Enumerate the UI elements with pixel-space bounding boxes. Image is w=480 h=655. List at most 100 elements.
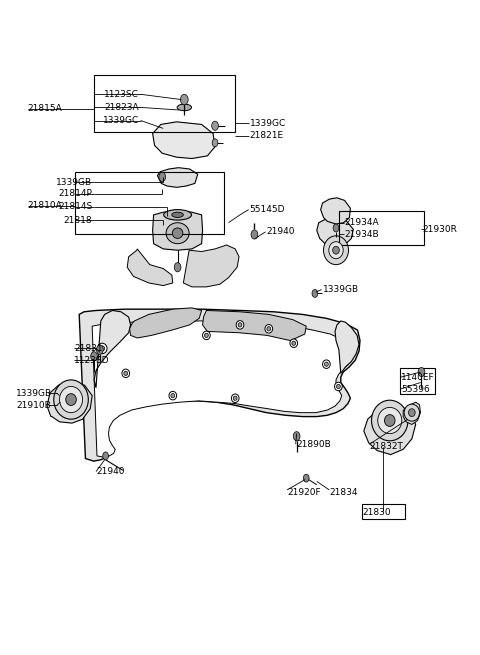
Circle shape [333, 224, 339, 232]
Ellipse shape [172, 228, 183, 238]
Ellipse shape [265, 325, 273, 333]
Ellipse shape [292, 341, 296, 345]
Text: 55145D: 55145D [250, 205, 285, 214]
Ellipse shape [336, 384, 340, 388]
Text: 1123SD: 1123SD [74, 356, 110, 365]
Ellipse shape [54, 380, 88, 419]
Polygon shape [79, 309, 360, 461]
Text: 21814P: 21814P [58, 189, 92, 198]
Ellipse shape [372, 400, 408, 441]
Circle shape [212, 139, 218, 147]
Ellipse shape [231, 394, 239, 402]
Ellipse shape [324, 236, 348, 265]
Text: 21934B: 21934B [345, 230, 379, 239]
Bar [400, 368, 435, 394]
Ellipse shape [329, 242, 343, 259]
Text: 1339GB: 1339GB [323, 285, 359, 294]
Text: 1339GC: 1339GC [250, 119, 286, 128]
Ellipse shape [203, 331, 210, 339]
Text: 21818: 21818 [63, 215, 92, 225]
Text: 1339GB: 1339GB [16, 388, 52, 398]
Text: 21832T: 21832T [370, 442, 404, 451]
Polygon shape [157, 168, 198, 187]
Polygon shape [321, 198, 350, 224]
Circle shape [180, 94, 188, 105]
Circle shape [312, 290, 318, 297]
Circle shape [293, 432, 300, 441]
Polygon shape [94, 310, 131, 388]
Ellipse shape [166, 223, 189, 244]
Text: 21940: 21940 [96, 467, 124, 476]
Text: 1339GB: 1339GB [56, 178, 92, 187]
Text: 21930R: 21930R [422, 225, 457, 234]
Ellipse shape [204, 333, 208, 337]
Text: 21934A: 21934A [345, 218, 379, 227]
Polygon shape [203, 310, 306, 341]
Ellipse shape [290, 339, 298, 347]
Circle shape [251, 230, 258, 239]
Text: 1123SC: 1123SC [104, 90, 139, 99]
Polygon shape [183, 245, 239, 287]
Circle shape [418, 367, 425, 377]
Polygon shape [364, 405, 416, 455]
Bar [75, 172, 224, 234]
Polygon shape [127, 249, 173, 286]
Circle shape [103, 452, 108, 460]
Ellipse shape [333, 246, 339, 254]
Ellipse shape [236, 320, 244, 329]
Polygon shape [317, 217, 353, 248]
Text: 55396: 55396 [401, 384, 430, 394]
Ellipse shape [171, 394, 175, 398]
Polygon shape [403, 402, 420, 424]
Ellipse shape [172, 212, 183, 217]
Text: 21920F: 21920F [287, 488, 321, 497]
Ellipse shape [233, 396, 237, 400]
Ellipse shape [66, 394, 76, 405]
Text: 1140EF: 1140EF [401, 373, 435, 382]
Ellipse shape [97, 343, 107, 354]
Text: 21831: 21831 [74, 344, 103, 353]
Text: 21823A: 21823A [105, 103, 139, 112]
Text: 21821E: 21821E [250, 131, 284, 140]
Ellipse shape [408, 409, 415, 417]
Polygon shape [153, 122, 215, 159]
Polygon shape [130, 308, 202, 338]
Ellipse shape [164, 210, 192, 220]
Polygon shape [153, 211, 203, 250]
Ellipse shape [384, 415, 395, 426]
Text: 1339GC: 1339GC [103, 116, 139, 125]
Ellipse shape [177, 104, 192, 111]
Ellipse shape [60, 386, 83, 413]
Ellipse shape [335, 383, 342, 390]
Bar [339, 211, 424, 245]
Text: 21810A: 21810A [28, 201, 62, 210]
Text: 21890B: 21890B [297, 440, 331, 449]
Ellipse shape [404, 404, 420, 421]
Circle shape [174, 263, 181, 272]
Ellipse shape [238, 323, 242, 327]
Ellipse shape [100, 346, 105, 351]
Bar [94, 75, 235, 132]
Circle shape [96, 345, 103, 354]
Ellipse shape [124, 371, 128, 375]
Circle shape [159, 172, 166, 181]
Ellipse shape [122, 369, 130, 377]
Text: 21814S: 21814S [58, 202, 92, 212]
Text: 21910B: 21910B [16, 401, 51, 410]
Ellipse shape [324, 362, 328, 366]
Text: 21834: 21834 [329, 488, 358, 497]
Ellipse shape [323, 360, 330, 368]
Ellipse shape [267, 327, 271, 331]
Polygon shape [47, 383, 92, 423]
Bar [362, 504, 405, 519]
Ellipse shape [378, 407, 402, 434]
Text: 21940: 21940 [266, 227, 295, 236]
Polygon shape [335, 321, 359, 373]
Text: 21815A: 21815A [28, 104, 62, 113]
Text: 21830: 21830 [362, 508, 391, 517]
Circle shape [303, 474, 309, 482]
Ellipse shape [169, 392, 177, 400]
Polygon shape [92, 321, 353, 457]
Circle shape [91, 352, 97, 361]
Circle shape [212, 121, 218, 130]
